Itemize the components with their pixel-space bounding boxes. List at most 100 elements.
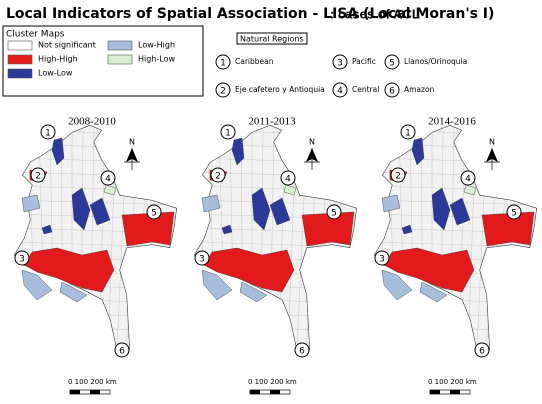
cluster-area [449, 197, 471, 226]
scale-bar-fill [70, 390, 80, 394]
region-marker [294, 342, 310, 358]
period-label: 2014-2016 [428, 116, 476, 128]
region-marker [400, 124, 416, 140]
region-number: 6 [389, 87, 395, 97]
region-marker-number: 3 [379, 255, 385, 265]
cluster-area [71, 187, 91, 231]
cluster-area [251, 187, 271, 231]
region-marker-number: 5 [151, 209, 157, 219]
cluster-area [221, 224, 233, 235]
cluster-area [201, 269, 233, 301]
cluster-area [283, 184, 297, 196]
mask [177, 115, 367, 370]
regions-box [236, 32, 308, 45]
region-number: 1 [220, 59, 226, 69]
region-marker [114, 342, 130, 358]
cluster-area [23, 247, 115, 293]
region-marker-number: 2 [215, 172, 221, 182]
region-name: Caribbean [235, 57, 274, 66]
region-name: Pacific [352, 57, 376, 66]
scale-label: 0 100 200 km [68, 378, 117, 386]
legend-label: Not significant [38, 41, 96, 50]
scale-bar-fill [90, 390, 100, 394]
north-label: N [129, 138, 135, 147]
scale-bar-fill [430, 390, 440, 394]
legend-label: High-Low [138, 55, 175, 64]
regions: 1 Caribbean 2 Eje cafetero y Antioquia 3 Paci… [215, 54, 467, 98]
region-marker [506, 204, 522, 220]
legend-swatch [7, 54, 33, 65]
region-marker [374, 250, 390, 266]
cluster-area [41, 224, 53, 235]
period-label: 2011-2013 [248, 116, 296, 128]
region-marker-number: 1 [45, 129, 51, 139]
legend-label: Low-Low [38, 69, 73, 78]
region-circle [215, 82, 231, 98]
cluster-area [59, 281, 88, 303]
cluster-area [431, 187, 451, 231]
region-name: Llanos/Orinoquia [404, 57, 467, 66]
cluster-area [203, 247, 295, 293]
region-marker [474, 342, 490, 358]
scale-bar-fill [270, 390, 280, 394]
north-arrow-base [304, 148, 320, 170]
region-marker [220, 124, 236, 140]
map-panel: 2011-2013 1 2 3 4 5 6 N 0 100 200 km [177, 115, 367, 395]
region-circle [332, 54, 348, 70]
scale-label: 0 100 200 km [428, 378, 477, 386]
legend-swatch [7, 40, 33, 51]
cluster-area [121, 211, 175, 247]
region-marker [210, 167, 226, 183]
region-number: 3 [337, 59, 343, 69]
cluster-area [239, 281, 268, 303]
cluster-area [89, 197, 111, 226]
map-panel: 2008-2010 1 2 3 4 5 6 N 0 100 200 km [0, 115, 187, 395]
region-marker-number: 6 [479, 347, 485, 357]
cluster-area [21, 194, 41, 213]
region-marker-number: 5 [511, 209, 517, 219]
region-marker [14, 250, 30, 266]
region-circle [215, 54, 231, 70]
legend-label: Low-High [138, 41, 175, 50]
region-marker-number: 6 [299, 347, 305, 357]
north-label: N [489, 138, 495, 147]
region-marker-number: 5 [331, 209, 337, 219]
north-arrow-base [484, 148, 500, 170]
cluster-area [21, 269, 53, 301]
region-circle [384, 82, 400, 98]
region-marker [100, 170, 116, 186]
cluster-area [411, 137, 425, 166]
legend-box [2, 25, 204, 97]
region-marker-number: 3 [199, 255, 205, 265]
legend-swatch [7, 68, 33, 79]
scale-bar-fill [250, 390, 260, 394]
region-marker [326, 204, 342, 220]
region-circle [332, 82, 348, 98]
scale-bar-fill [450, 390, 460, 394]
cluster-area [381, 269, 413, 301]
region-marker-number: 1 [405, 129, 411, 139]
region-marker-number: 6 [119, 347, 125, 357]
region-marker [146, 204, 162, 220]
cluster-area [103, 184, 117, 196]
region-marker-number: 2 [395, 172, 401, 182]
region-marker-number: 3 [19, 255, 25, 265]
region-name: Eje cafetero y Antioquia [235, 85, 325, 94]
region-marker-number: 4 [105, 175, 111, 185]
region-circle [384, 54, 400, 70]
region-marker [280, 170, 296, 186]
period-label: 2008-2010 [68, 116, 116, 128]
cluster-area [301, 211, 355, 247]
cluster-area [381, 194, 401, 213]
cluster-area [201, 194, 221, 213]
region-number: 4 [337, 87, 343, 97]
cluster-area [463, 184, 477, 196]
regions-title: Natural Regions [240, 35, 304, 44]
region-marker [194, 250, 210, 266]
region-number: 5 [389, 59, 395, 69]
cluster-area [231, 137, 245, 166]
region-name: Central [352, 85, 379, 94]
cluster-area [383, 247, 475, 293]
legend: Not significant High-High Low-Low Low-High H… [7, 40, 175, 79]
mask [357, 115, 542, 370]
